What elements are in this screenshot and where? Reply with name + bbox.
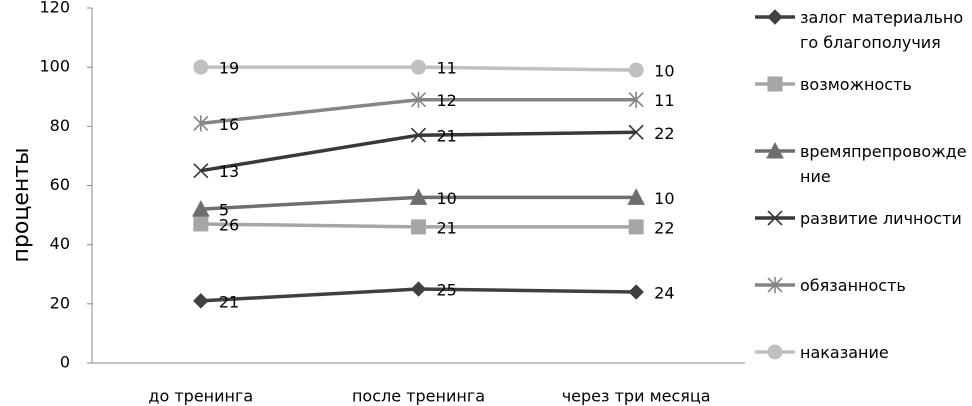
legend-label: развитие личности: [800, 209, 962, 228]
legend-swatch: [755, 9, 795, 25]
data-label: 10: [654, 62, 674, 81]
marker: [767, 9, 783, 25]
legend-swatch: [755, 277, 795, 293]
data-label: 10: [437, 189, 457, 208]
marker: [627, 188, 646, 205]
marker: [193, 59, 209, 75]
legend-label: залог материального благополучия: [800, 8, 964, 52]
data-label: 22: [654, 124, 674, 143]
y-tick-label: 100: [39, 57, 70, 76]
legend-label: наказание: [800, 343, 889, 362]
data-label: 24: [654, 284, 674, 303]
data-label: 13: [219, 162, 239, 181]
marker: [628, 284, 644, 300]
data-label: 21: [437, 127, 457, 146]
x-tick-label: после тренинга: [352, 387, 485, 406]
marker: [410, 127, 427, 143]
data-label: 16: [219, 115, 239, 134]
data-label: 11: [437, 59, 457, 78]
marker: [767, 210, 783, 226]
data-label: 5: [219, 201, 229, 220]
legend-swatch: [755, 141, 795, 159]
y-tick-label: 80: [50, 116, 70, 135]
data-label: 21: [219, 292, 239, 311]
x-tick-label: до тренинга: [148, 387, 253, 406]
marker: [628, 219, 644, 235]
marker: [191, 200, 210, 217]
marker: [766, 141, 784, 159]
marker: [409, 188, 428, 205]
data-label: 19: [219, 59, 239, 78]
y-tick-label: 60: [50, 175, 70, 194]
marker: [628, 124, 644, 140]
data-label: 10: [654, 189, 674, 208]
marker: [410, 91, 427, 108]
legend-swatch: [755, 76, 795, 92]
data-label: 11: [654, 91, 674, 110]
x-tick-label: через три месяца: [562, 387, 711, 406]
y-tick-label: 20: [50, 293, 70, 312]
marker: [628, 91, 644, 108]
y-tick-label: 40: [50, 234, 70, 253]
data-label: 25: [437, 281, 457, 300]
marker: [193, 216, 209, 232]
marker: [193, 163, 209, 179]
marker: [411, 59, 426, 75]
marker: [628, 62, 644, 78]
legend-swatch: [755, 344, 795, 360]
y-axis-label: проценты: [9, 148, 34, 263]
legend-label: обязанность: [800, 276, 906, 295]
y-tick-label: 120: [39, 0, 70, 17]
marker: [193, 293, 209, 309]
data-label: 12: [437, 91, 457, 110]
legend-label: времяпрепровождение: [800, 142, 967, 186]
data-label: 22: [654, 218, 674, 237]
legend-label: возможность: [800, 75, 912, 94]
marker: [767, 76, 783, 92]
legend-swatch: [755, 210, 795, 226]
marker: [767, 344, 783, 360]
y-tick-label: 0: [60, 353, 70, 372]
marker: [410, 281, 427, 297]
data-label: 21: [437, 218, 457, 237]
line: [200, 130, 637, 173]
marker: [193, 115, 209, 132]
data-label: 26: [219, 215, 239, 234]
marker: [767, 277, 783, 293]
marker: [411, 219, 426, 235]
